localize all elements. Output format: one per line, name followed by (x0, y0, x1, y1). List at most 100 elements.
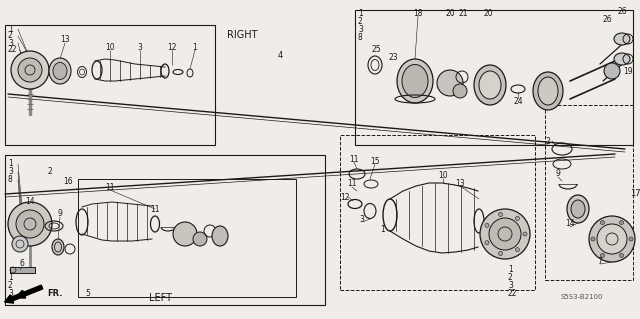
Text: 12: 12 (340, 192, 349, 202)
Circle shape (453, 84, 467, 98)
Ellipse shape (538, 77, 558, 105)
Bar (340, 135, 535, 290)
Ellipse shape (49, 58, 71, 84)
Circle shape (173, 222, 197, 246)
Ellipse shape (53, 63, 67, 79)
Text: 5: 5 (86, 290, 90, 299)
Text: 3: 3 (8, 167, 13, 176)
Text: 8: 8 (8, 175, 13, 184)
Circle shape (499, 212, 502, 217)
Text: 1: 1 (8, 160, 13, 168)
Ellipse shape (567, 195, 589, 223)
Text: 20: 20 (445, 9, 455, 18)
Ellipse shape (571, 200, 585, 218)
Circle shape (489, 218, 521, 250)
Text: 8: 8 (358, 33, 363, 42)
Ellipse shape (474, 65, 506, 105)
Text: 2: 2 (8, 32, 13, 41)
Ellipse shape (397, 59, 433, 103)
Circle shape (515, 216, 520, 220)
Bar (10, 267, 35, 273)
Ellipse shape (212, 226, 228, 246)
Circle shape (485, 223, 489, 227)
Bar (545, 105, 633, 280)
Bar (5, 25, 215, 145)
Circle shape (193, 232, 207, 246)
Text: 11: 11 (105, 182, 115, 191)
Text: 2: 2 (508, 272, 513, 281)
Text: 4: 4 (277, 51, 283, 61)
Text: 10: 10 (438, 170, 448, 180)
Circle shape (437, 70, 463, 96)
Circle shape (8, 202, 52, 246)
Text: 2: 2 (358, 18, 363, 26)
Text: 15: 15 (370, 157, 380, 166)
Circle shape (620, 254, 623, 257)
Text: 13: 13 (60, 34, 70, 43)
Bar (355, 10, 633, 145)
FancyArrow shape (4, 285, 43, 303)
Text: 12: 12 (167, 42, 177, 51)
Text: 26: 26 (617, 6, 627, 16)
Circle shape (499, 251, 502, 256)
Text: 1: 1 (381, 225, 385, 234)
Circle shape (597, 224, 627, 254)
Text: LEFT: LEFT (148, 293, 172, 303)
Text: S5S3-B2100: S5S3-B2100 (561, 294, 604, 300)
Text: RIGHT: RIGHT (227, 30, 257, 40)
Text: 24: 24 (513, 97, 523, 106)
Text: 10: 10 (105, 42, 115, 51)
Circle shape (600, 220, 605, 225)
Circle shape (523, 232, 527, 236)
Text: 17: 17 (630, 189, 640, 198)
Text: 3: 3 (8, 288, 13, 298)
Text: 11: 11 (348, 180, 356, 189)
Text: 27: 27 (535, 97, 545, 106)
Ellipse shape (402, 64, 428, 98)
Circle shape (629, 237, 633, 241)
Text: 1: 1 (8, 272, 13, 281)
Circle shape (600, 254, 605, 257)
Circle shape (485, 241, 489, 245)
Text: 9: 9 (58, 210, 63, 219)
Text: 1: 1 (508, 264, 513, 273)
Text: 25: 25 (371, 44, 381, 54)
Text: 13: 13 (455, 179, 465, 188)
Text: 7: 7 (598, 256, 602, 265)
Text: 21: 21 (458, 9, 468, 18)
Circle shape (620, 220, 623, 225)
Text: 19: 19 (623, 66, 633, 76)
Text: 1: 1 (8, 25, 13, 33)
Text: 9: 9 (556, 169, 561, 179)
Circle shape (11, 51, 49, 89)
Text: 1: 1 (193, 42, 197, 51)
Bar (5, 155, 325, 305)
Text: 18: 18 (413, 9, 423, 18)
Text: 3: 3 (8, 39, 13, 48)
Text: 22: 22 (508, 288, 518, 298)
Ellipse shape (533, 72, 563, 110)
Text: 3: 3 (138, 42, 143, 51)
Bar (78, 179, 296, 297)
Circle shape (515, 248, 520, 252)
Text: 11: 11 (150, 204, 160, 213)
Circle shape (480, 209, 530, 259)
Text: 2: 2 (47, 167, 52, 175)
Text: 26: 26 (602, 14, 612, 24)
Text: 22: 22 (8, 46, 17, 55)
Text: 14: 14 (565, 219, 575, 228)
Ellipse shape (52, 239, 64, 255)
Circle shape (16, 210, 44, 238)
Text: 6: 6 (20, 259, 24, 269)
Circle shape (591, 237, 595, 241)
Text: 2: 2 (546, 137, 550, 145)
Text: 3: 3 (358, 26, 363, 34)
Text: 14: 14 (25, 197, 35, 205)
Text: 2: 2 (8, 280, 13, 290)
Circle shape (12, 236, 28, 252)
Text: 23: 23 (388, 53, 398, 62)
Ellipse shape (479, 71, 501, 99)
Circle shape (589, 216, 635, 262)
Text: 20: 20 (483, 9, 493, 18)
Circle shape (18, 58, 42, 82)
